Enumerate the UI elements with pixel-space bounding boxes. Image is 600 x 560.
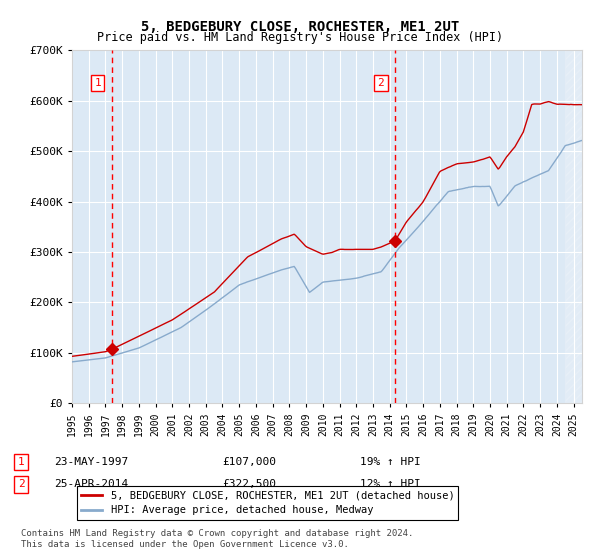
Text: 12% ↑ HPI: 12% ↑ HPI (360, 479, 421, 489)
Text: Contains HM Land Registry data © Crown copyright and database right 2024.
This d: Contains HM Land Registry data © Crown c… (21, 529, 413, 549)
Text: 25-APR-2014: 25-APR-2014 (54, 479, 128, 489)
Text: 23-MAY-1997: 23-MAY-1997 (54, 457, 128, 467)
Text: £322,500: £322,500 (222, 479, 276, 489)
Text: 1: 1 (17, 457, 25, 467)
Bar (565, 50, 582, 403)
Text: 2: 2 (377, 78, 384, 88)
Text: 1: 1 (94, 78, 101, 88)
Text: 2: 2 (17, 479, 25, 489)
Legend: 5, BEDGEBURY CLOSE, ROCHESTER, ME1 2UT (detached house), HPI: Average price, det: 5, BEDGEBURY CLOSE, ROCHESTER, ME1 2UT (… (77, 486, 458, 520)
Text: 5, BEDGEBURY CLOSE, ROCHESTER, ME1 2UT: 5, BEDGEBURY CLOSE, ROCHESTER, ME1 2UT (141, 20, 459, 34)
Text: £107,000: £107,000 (222, 457, 276, 467)
Text: 19% ↑ HPI: 19% ↑ HPI (360, 457, 421, 467)
Text: Price paid vs. HM Land Registry's House Price Index (HPI): Price paid vs. HM Land Registry's House … (97, 31, 503, 44)
